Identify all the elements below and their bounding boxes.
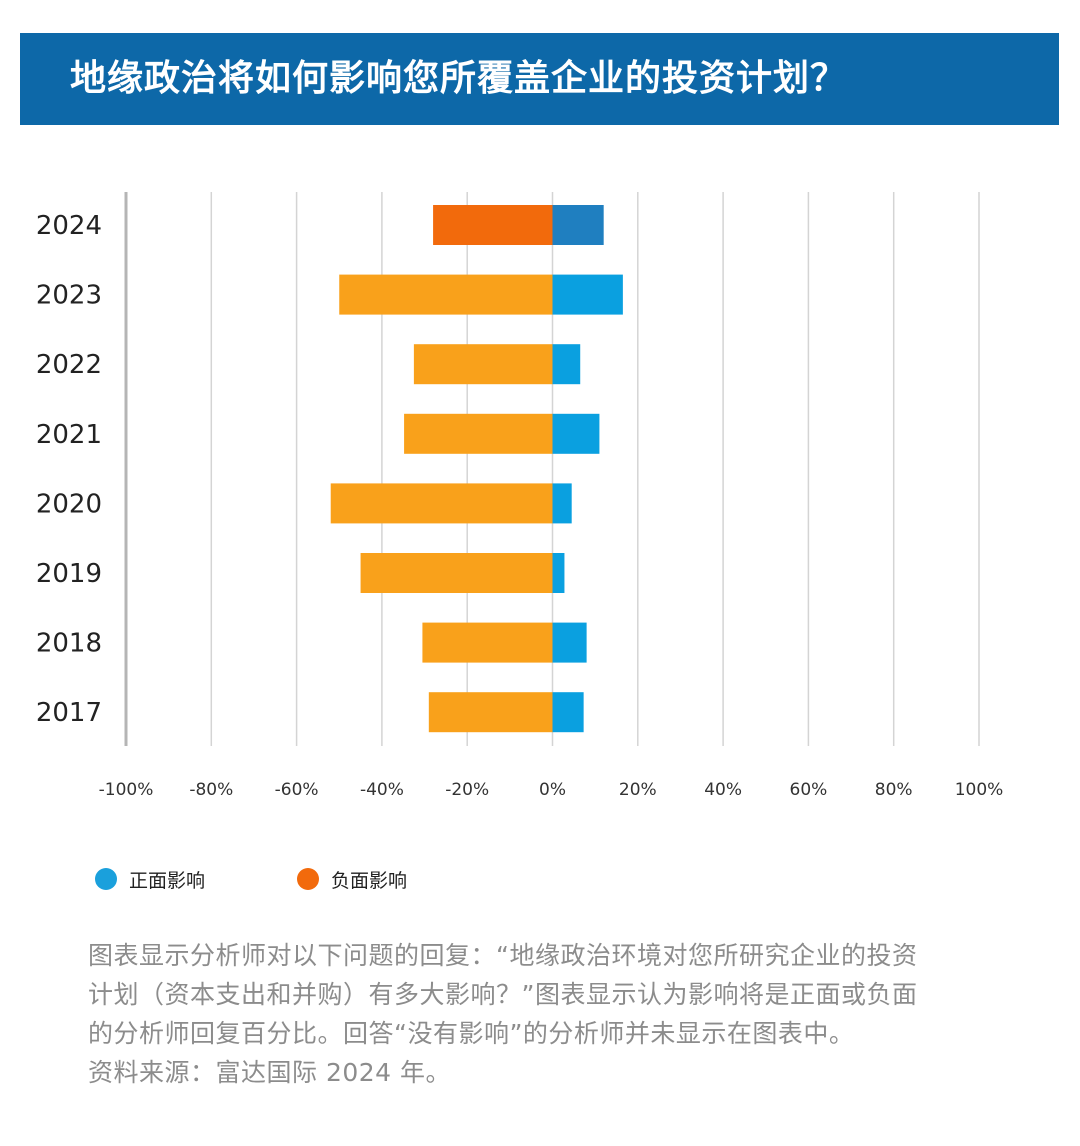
y-tick-label: 2019 bbox=[36, 559, 102, 589]
bar-negative bbox=[413, 344, 553, 385]
legend-label-negative: 负面影响 bbox=[331, 869, 408, 892]
x-tick-label: 100% bbox=[955, 780, 1004, 800]
x-tick-label: -40% bbox=[360, 780, 404, 800]
bar-positive bbox=[552, 622, 587, 663]
bar-positive bbox=[552, 413, 600, 454]
y-tick-label: 2024 bbox=[36, 211, 102, 241]
bar-positive bbox=[552, 553, 565, 593]
note-line-3: 的分析师回复百分比。回答“没有影响”的分析师并未显示在图表中。 bbox=[88, 1019, 855, 1048]
y-tick-label: 2022 bbox=[36, 350, 102, 380]
bar-positive bbox=[552, 483, 572, 524]
x-tick-label: 80% bbox=[875, 780, 913, 800]
bar-negative bbox=[428, 692, 553, 733]
legend-label-positive: 正面影响 bbox=[129, 869, 206, 892]
bar-positive bbox=[552, 344, 581, 385]
note-line-1: 图表显示分析师对以下问题的回复：“地缘政治环境对您所研究企业的投资 bbox=[88, 941, 918, 970]
y-tick-label: 2017 bbox=[36, 698, 102, 728]
bar-chart: -100% -80% -60% -40% -20% 0% 20% 40% 60% 80% 100% 2… bbox=[36, 192, 1004, 800]
bar-negative bbox=[422, 622, 553, 663]
bar-positive bbox=[552, 692, 584, 733]
bar-negative bbox=[360, 553, 553, 593]
x-tick-label: 20% bbox=[619, 780, 657, 800]
page-title: 地缘政治将如何影响您所覆盖企业的投资计划？ bbox=[70, 58, 848, 99]
bar-negative bbox=[404, 413, 553, 454]
title-bar: 地缘政治将如何影响您所覆盖企业的投资计划？ bbox=[20, 33, 1059, 125]
legend-item-negative: 负面影响 bbox=[297, 866, 407, 892]
x-tick-label: -100% bbox=[99, 780, 154, 800]
y-tick-label: 2018 bbox=[36, 629, 102, 659]
x-tick-label: -80% bbox=[189, 780, 233, 800]
x-tick-label: 60% bbox=[790, 780, 828, 800]
y-tick-label: 2020 bbox=[36, 489, 102, 519]
x-tick-label: -20% bbox=[445, 780, 489, 800]
bar-positive bbox=[552, 205, 604, 245]
legend-swatch-negative bbox=[297, 868, 319, 890]
chart-notes: 图表显示分析师对以下问题的回复：“地缘政治环境对您所研究企业的投资 计划（资本支… bbox=[88, 936, 1048, 1092]
bar-negative bbox=[339, 274, 553, 315]
note-line-2: 计划（资本支出和并购）有多大影响？”图表显示认为影响将是正面或负面 bbox=[88, 980, 918, 1009]
legend-item-positive: 正面影响 bbox=[95, 866, 205, 892]
legend-swatch-positive bbox=[95, 868, 117, 890]
bar-positive bbox=[552, 274, 623, 315]
bar-negative bbox=[330, 483, 553, 524]
note-line-4: 资料来源：富达国际 2024 年。 bbox=[88, 1058, 452, 1087]
x-tick-label: 40% bbox=[704, 780, 742, 800]
x-tick-label: -60% bbox=[275, 780, 319, 800]
y-tick-label: 2021 bbox=[36, 420, 102, 450]
x-tick-label: 0% bbox=[539, 780, 566, 800]
y-tick-label: 2023 bbox=[36, 281, 102, 311]
bar-negative bbox=[433, 205, 553, 245]
